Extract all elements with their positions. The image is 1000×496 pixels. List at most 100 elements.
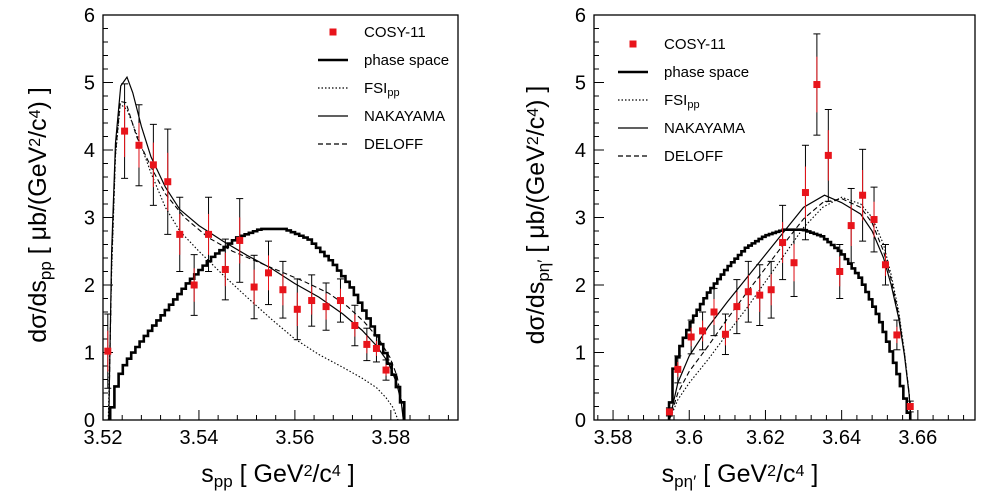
data-point bbox=[836, 268, 844, 275]
data-point bbox=[870, 216, 878, 224]
y-tick-label: 1 bbox=[575, 343, 586, 365]
x-axis-title-unit-mid: /c bbox=[312, 460, 331, 488]
y-tick-label: 6 bbox=[575, 5, 586, 27]
data-point bbox=[164, 178, 172, 186]
legend-label-main: phase space bbox=[664, 64, 749, 81]
data-point bbox=[293, 305, 301, 313]
x-axis-title-sub: pp bbox=[214, 472, 233, 491]
deloff-curve bbox=[108, 100, 404, 420]
x-axis-title-sup: 2 bbox=[767, 463, 776, 480]
legend-label-main: FSI bbox=[664, 92, 687, 109]
x-tick-label: 3.66 bbox=[898, 427, 937, 449]
fsi-curve bbox=[107, 103, 399, 420]
x-axis-title-sub: pη′ bbox=[674, 472, 696, 491]
y-axis-title-main: dσ/ds bbox=[522, 282, 550, 345]
x-axis-title-close: ] bbox=[341, 460, 355, 488]
y-axis-title-close: ) ] bbox=[522, 86, 550, 108]
y-axis-title-sub: pp bbox=[36, 261, 55, 280]
plot-frame bbox=[102, 14, 459, 421]
y-tick-label: 0 bbox=[575, 410, 586, 432]
legend-label: NAKAYAMA bbox=[364, 108, 445, 125]
x-axis-title: spη′ [ GeV2/c4 ] bbox=[662, 460, 819, 491]
data-point bbox=[279, 286, 287, 294]
y-tick-label: 2 bbox=[575, 275, 586, 297]
data-point bbox=[221, 265, 229, 273]
data-point bbox=[236, 236, 244, 244]
x-tick-label: 3.54 bbox=[179, 427, 218, 449]
legend-label-main: COSY-11 bbox=[664, 36, 726, 53]
y-axis-title-unit-mid: /c bbox=[24, 118, 52, 137]
fsi-curve bbox=[668, 196, 912, 420]
y-tick-label: 4 bbox=[575, 140, 586, 162]
data-point bbox=[351, 322, 359, 329]
data-point bbox=[382, 366, 390, 374]
x-axis-title-main: s bbox=[662, 460, 675, 488]
legend-label: FSIpp bbox=[364, 80, 400, 99]
data-point bbox=[893, 331, 901, 339]
legend-label: NAKAYAMA bbox=[664, 120, 745, 137]
data-point bbox=[336, 297, 344, 305]
y-tick-label: 4 bbox=[84, 140, 95, 162]
legend-label-sub: pp bbox=[387, 87, 399, 99]
x-tick-label: 3.6 bbox=[675, 427, 703, 449]
x-axis-title-sup2: 4 bbox=[796, 463, 805, 480]
legend-label-main: DELOFF bbox=[364, 136, 423, 153]
y-axis-title: dσ/dspp [ μb/(GeV2/c4) ] bbox=[24, 87, 55, 343]
y-axis-title-sub: pη′ bbox=[534, 260, 553, 282]
y-axis-title-sup2: 4 bbox=[27, 109, 44, 118]
legend-label-main: COSY-11 bbox=[364, 24, 426, 41]
data-point bbox=[372, 344, 380, 352]
data-point bbox=[322, 303, 330, 311]
y-axis-title-unit: [ μb/(GeV bbox=[24, 146, 52, 261]
x-axis-title-unit-mid: /c bbox=[776, 460, 795, 488]
x-tick-label: 3.58 bbox=[594, 427, 633, 449]
x-axis-title-sup2: 4 bbox=[332, 463, 341, 480]
legend-label-main: FSI bbox=[364, 80, 387, 97]
data-point bbox=[906, 403, 914, 410]
y-axis-title-unit-mid: /c bbox=[522, 117, 550, 136]
data-point bbox=[881, 261, 889, 269]
data-point bbox=[813, 81, 821, 89]
deloff-curve bbox=[668, 198, 912, 420]
legend-label: COSY-11 bbox=[664, 36, 726, 53]
y-tick-label: 6 bbox=[84, 5, 95, 27]
data-point bbox=[779, 238, 787, 246]
x-tick-label: 3.56 bbox=[275, 427, 314, 449]
y-axis-title-unit: [ μb/(GeV bbox=[522, 145, 550, 260]
x-tick-label: 3.58 bbox=[371, 427, 410, 449]
phase-space-curve bbox=[667, 228, 912, 420]
legend-label: phase space bbox=[364, 52, 449, 69]
data-point bbox=[104, 347, 112, 355]
y-axis-title-close: ) ] bbox=[24, 87, 52, 109]
plot-frame bbox=[593, 14, 976, 421]
data-point bbox=[767, 286, 775, 294]
x-axis-title-unit: [ GeV bbox=[233, 460, 304, 488]
x-tick-label: 3.52 bbox=[84, 427, 123, 449]
x-tick-label: 3.64 bbox=[822, 427, 861, 449]
data-point bbox=[205, 230, 213, 238]
legend-label-main: NAKAYAMA bbox=[664, 120, 745, 137]
legend-marker bbox=[329, 28, 337, 36]
legend-marker bbox=[629, 40, 637, 48]
data-point bbox=[744, 288, 752, 296]
data-point bbox=[665, 408, 673, 416]
y-axis-title-main: dσ/ds bbox=[24, 280, 52, 343]
data-point bbox=[121, 127, 129, 135]
legend-label: phase space bbox=[664, 64, 749, 81]
data-point bbox=[190, 281, 198, 289]
y-tick-label: 5 bbox=[575, 73, 586, 95]
x-axis-title-unit: [ GeV bbox=[696, 460, 767, 488]
data-point bbox=[149, 161, 157, 169]
data-point bbox=[308, 297, 316, 305]
data-point bbox=[176, 230, 184, 238]
data-point bbox=[687, 333, 695, 341]
y-axis-title: dσ/dspη′ [ μb/(GeV2/c4) ] bbox=[522, 86, 553, 345]
data-point bbox=[801, 189, 809, 197]
data-point bbox=[733, 303, 741, 311]
data-point bbox=[859, 191, 867, 199]
y-tick-label: 2 bbox=[84, 275, 95, 297]
legend-label: DELOFF bbox=[664, 148, 723, 165]
y-tick-label: 3 bbox=[84, 208, 95, 230]
